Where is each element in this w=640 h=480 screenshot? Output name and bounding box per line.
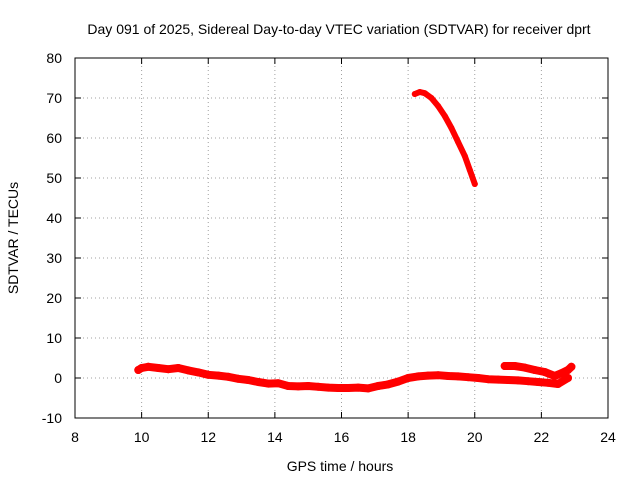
data-point [454,372,463,381]
data-point [500,362,509,370]
data-point [254,378,263,386]
data-point [564,374,572,382]
data-point [384,380,393,389]
y-tick-label: 10 [46,330,62,346]
x-tick-label: 8 [71,429,79,445]
data-point [164,365,173,374]
data-point [534,378,542,386]
y-tick-label: 50 [46,170,62,186]
y-tick-label: 20 [46,290,62,306]
data-point [424,371,433,380]
data-point [314,382,323,391]
data-point [494,375,503,384]
data-point [294,382,303,391]
data-point [244,376,253,384]
chart-title: Day 091 of 2025, Sidereal Day-to-day VTE… [87,21,590,37]
x-tick-label: 24 [600,429,616,445]
data-point [194,368,203,377]
data-point [404,374,413,382]
data-point [524,377,533,386]
data-point [455,139,462,145]
data-point [557,369,566,378]
data-point [461,153,468,159]
data-point [421,90,428,97]
x-tick-label: 10 [134,429,150,445]
data-point [354,383,363,392]
tick-labels: 8 10 12 14 16 18 20 22 24 -10 0 10 20 30 40 50 60 70 80 [42,50,616,445]
data-point [550,372,559,380]
data-point [448,125,455,131]
data-point [416,89,423,95]
data-point [204,370,213,379]
data-point [414,372,423,381]
data-point [374,382,383,390]
y-tick-label: 80 [46,50,62,66]
data-point [234,374,243,383]
x-tick-label: 18 [400,429,416,445]
data-point [471,181,478,187]
data-point [224,372,233,381]
data-point [540,368,549,376]
grid [75,58,608,418]
data-point [530,366,539,374]
x-tick-label: 14 [267,429,283,445]
y-tick-label: 70 [46,90,62,106]
series-group [134,89,576,393]
data-point [544,378,552,387]
data-point [304,382,313,390]
data-point [567,362,576,371]
x-axis-label: GPS time / hours [287,458,394,474]
data-point [435,103,442,109]
x-tick-label: 22 [534,429,550,445]
data-point [504,376,513,384]
data-point [184,366,193,375]
data-point [154,364,163,372]
data-point [466,167,473,173]
data-point [474,374,483,382]
data-point [274,379,283,388]
data-point [464,373,473,382]
y-tick-label: 30 [46,250,62,266]
x-tick-label: 16 [334,429,350,445]
data-point [284,382,293,390]
data-point [411,91,418,97]
data-point [444,372,453,380]
data-point [334,384,343,392]
y-tick-label: 60 [46,130,62,146]
data-point [264,379,273,388]
data-point [554,380,562,388]
data-point [484,375,493,384]
data-point [510,362,519,370]
data-point [364,384,373,393]
y-axis-label: SDTVAR / TECUs [5,182,21,294]
data-point [137,364,146,372]
data-point [344,384,353,392]
data-point [394,377,403,386]
data-point [214,371,223,380]
y-tick-label: 0 [54,370,62,386]
plot-frame [74,57,609,419]
y-tick-label: 40 [46,210,62,226]
data-point [144,362,153,371]
data-point [428,95,435,101]
data-point [434,371,443,380]
data-point [324,383,333,392]
data-point [174,364,183,372]
data-point [520,363,529,372]
x-tick-label: 20 [467,429,483,445]
data-point [514,376,523,385]
data-point [441,113,448,119]
x-tick-label: 12 [200,429,216,445]
y-tick-label: -10 [42,410,62,426]
